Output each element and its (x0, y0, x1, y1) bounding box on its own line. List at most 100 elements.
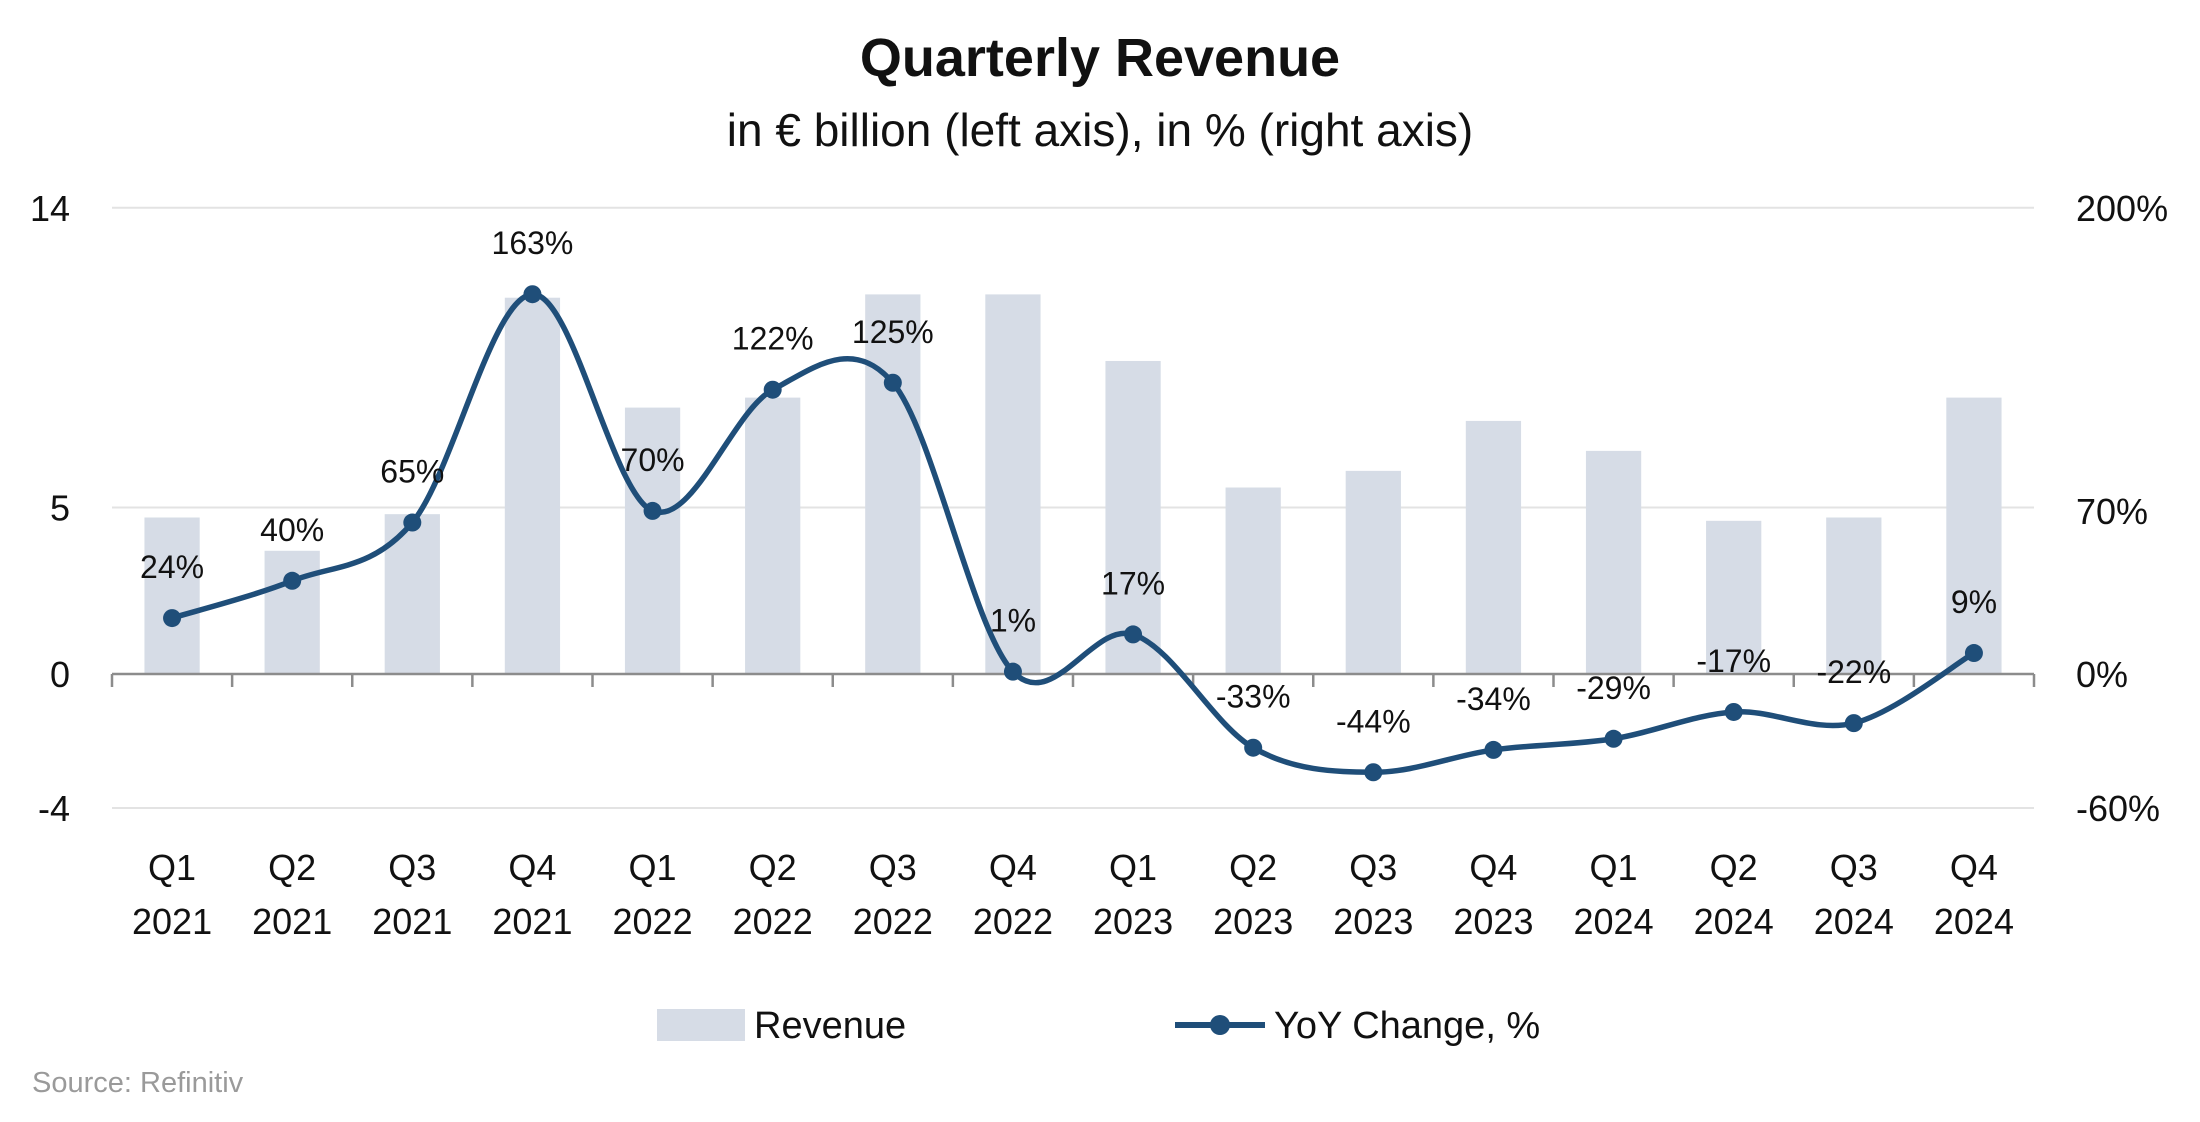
revenue-bar (264, 550, 320, 674)
x-category-year: 2023 (1213, 901, 1293, 942)
yoy-data-label: 65% (380, 454, 444, 490)
revenue-bar (1826, 517, 1882, 674)
yoy-data-label: 1% (990, 603, 1036, 639)
revenue-bars (144, 294, 2002, 674)
x-category-quarter: Q3 (1830, 847, 1878, 888)
x-axis (110, 672, 2036, 687)
chart-title: Quarterly Revenue (860, 28, 1340, 88)
x-category-year: 2021 (372, 901, 452, 942)
yoy-point (883, 373, 902, 392)
yoy-data-label: 40% (260, 512, 324, 548)
yoy-point (1364, 763, 1383, 782)
x-category-quarter: Q1 (1109, 847, 1157, 888)
chart-subtitle: in € billion (left axis), in % (right ax… (727, 104, 1473, 156)
left-axis-tick-label: 14 (30, 188, 70, 229)
right-axis-tick-label: -60% (2076, 788, 2160, 829)
revenue-bar (144, 517, 200, 674)
revenue-bar (865, 294, 921, 674)
x-category-quarter: Q4 (1950, 847, 1998, 888)
yoy-data-label: -22% (1816, 654, 1891, 690)
x-category-year: 2021 (252, 901, 332, 942)
revenue-bar (1706, 520, 1762, 674)
right-axis-tick-label: 70% (2076, 491, 2148, 532)
yoy-data-label: 70% (621, 442, 685, 478)
x-category-year: 2021 (132, 901, 212, 942)
yoy-data-label: 24% (140, 549, 204, 585)
revenue-bar (1105, 360, 1161, 674)
x-category-year: 2022 (613, 901, 693, 942)
yoy-point (1244, 738, 1263, 757)
yoy-point (1604, 729, 1623, 748)
x-category-quarter: Q4 (989, 847, 1037, 888)
x-category-year: 2022 (973, 901, 1053, 942)
yoy-point (1003, 662, 1022, 681)
legend: Revenue YoY Change, % (657, 1005, 1540, 1047)
x-category-year: 2024 (1694, 901, 1774, 942)
x-category-quarter: Q3 (869, 847, 917, 888)
left-axis-tick-label: 5 (50, 488, 70, 529)
yoy-point (403, 513, 422, 532)
x-category-year: 2024 (1574, 901, 1654, 942)
x-category-year: 2023 (1333, 901, 1413, 942)
revenue-bar (384, 514, 440, 674)
right-axis-tick-label: 200% (2076, 188, 2168, 229)
yoy-point (1484, 740, 1503, 759)
gridlines (112, 206, 2034, 809)
revenue-bar (1225, 487, 1281, 674)
x-category-quarter: Q4 (1469, 847, 1517, 888)
revenue-bar (504, 297, 561, 674)
yoy-data-label: -17% (1696, 643, 1771, 679)
x-category-year: 2024 (1934, 901, 2014, 942)
yoy-point (643, 501, 662, 520)
x-category-quarter: Q1 (148, 847, 196, 888)
x-category-year: 2022 (853, 901, 933, 942)
x-category-year: 2024 (1814, 901, 1894, 942)
revenue-bar (1345, 470, 1401, 674)
legend-yoy-marker (1210, 1015, 1230, 1035)
yoy-data-label: 125% (852, 314, 934, 350)
x-category-year: 2022 (733, 901, 813, 942)
left-axis-tick-label: -4 (38, 788, 70, 829)
yoy-data-label: -34% (1456, 681, 1531, 717)
yoy-point (763, 380, 782, 399)
yoy-data-label: 9% (1951, 584, 1997, 620)
yoy-series-line (171, 291, 1976, 776)
yoy-point (1964, 644, 1983, 663)
revenue-bar (1946, 397, 2002, 674)
yoy-point (1124, 625, 1143, 644)
legend-yoy-label: YoY Change, % (1274, 1005, 1540, 1047)
yoy-line: 24% 40% 65% 163% 70% 122% 125% 1% 17% -33% -44% -34… (140, 225, 1997, 782)
x-category-quarter: Q2 (749, 847, 797, 888)
x-category-quarter: Q2 (268, 847, 316, 888)
yoy-point (1724, 702, 1743, 721)
yoy-data-label: -33% (1216, 679, 1291, 715)
left-axis-tick-label: 0 (50, 654, 70, 695)
category-labels: Q1 2021 Q2 2021 Q3 2021 Q4 2021 Q1 2022 Q2 2022 Q3 20… (132, 847, 2014, 942)
yoy-point (163, 609, 182, 628)
source-note: Source: Refinitiv (32, 1067, 244, 1099)
revenue-bar (985, 294, 1041, 674)
legend-revenue-swatch (657, 1009, 745, 1041)
x-category-quarter: Q3 (1349, 847, 1397, 888)
x-category-quarter: Q2 (1229, 847, 1277, 888)
revenue-bar (745, 397, 801, 674)
yoy-point (1844, 714, 1863, 733)
x-category-year: 2023 (1093, 901, 1173, 942)
axis-ticks: -4 0 5 14 -60% 0% 70% 200% (30, 188, 2168, 829)
yoy-point (523, 285, 542, 304)
legend-revenue-label: Revenue (754, 1005, 906, 1047)
x-category-quarter: Q2 (1710, 847, 1758, 888)
revenue-bar (624, 407, 681, 674)
x-category-year: 2021 (492, 901, 572, 942)
right-axis-tick-label: 0% (2076, 654, 2128, 695)
yoy-data-label: 122% (732, 321, 814, 357)
x-category-year: 2023 (1453, 901, 1533, 942)
yoy-data-label: -29% (1576, 670, 1651, 706)
yoy-data-label: -44% (1336, 703, 1411, 739)
revenue-bar (1465, 420, 1522, 674)
revenue-bar (1585, 450, 1642, 674)
yoy-data-label: 163% (492, 225, 574, 261)
x-category-quarter: Q1 (1590, 847, 1638, 888)
x-category-quarter: Q1 (629, 847, 677, 888)
